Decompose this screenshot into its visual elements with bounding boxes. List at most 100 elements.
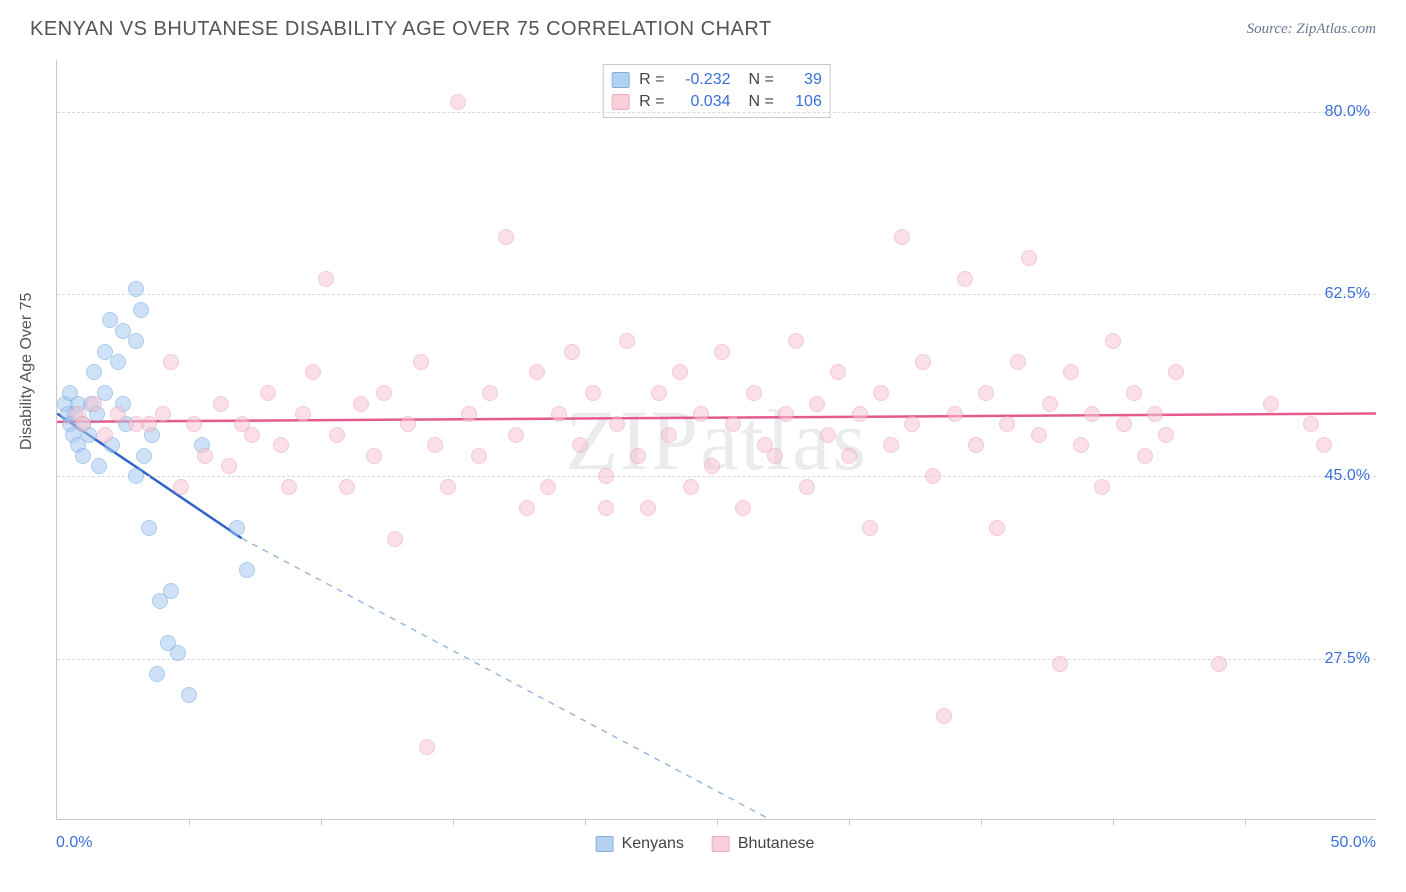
data-point [128,333,144,349]
data-point [1021,250,1037,266]
y-tick-label: 80.0% [1325,103,1370,121]
data-point [141,520,157,536]
data-point [413,354,429,370]
data-point [295,406,311,422]
data-point [989,520,1005,536]
data-point [693,406,709,422]
data-point [1316,437,1332,453]
data-point [735,500,751,516]
legend-label: Kenyans [622,835,684,853]
chart-title: KENYAN VS BHUTANESE DISABILITY AGE OVER … [30,18,772,41]
y-tick-label: 45.0% [1325,467,1370,485]
data-point [97,427,113,443]
data-point [173,479,189,495]
data-point [239,562,255,578]
data-point [387,531,403,547]
data-point [925,468,941,484]
data-point [540,479,556,495]
x-tick [1245,819,1246,825]
data-point [661,427,677,443]
swatch-icon [712,836,730,852]
data-point [197,448,213,464]
data-point [318,271,334,287]
data-point [1042,396,1058,412]
x-axis-min-label: 0.0% [56,834,92,852]
source-credit: Source: ZipAtlas.com [1247,21,1376,38]
data-point [427,437,443,453]
data-point [1010,354,1026,370]
gridline [57,294,1376,295]
gridline [57,476,1376,477]
data-point [968,437,984,453]
data-point [366,448,382,464]
data-point [572,437,588,453]
n-label: N = [749,91,774,113]
data-point [86,396,102,412]
r-value: 0.034 [673,91,731,113]
data-point [1116,416,1132,432]
data-point [672,364,688,380]
y-tick-label: 27.5% [1325,650,1370,668]
data-point [1105,333,1121,349]
data-point [767,448,783,464]
data-point [376,385,392,401]
data-point [186,416,202,432]
swatch-icon [596,836,614,852]
data-point [149,666,165,682]
data-point [999,416,1015,432]
data-point [564,344,580,360]
correlation-legend: R =-0.232N =39R =0.034N =106 [602,64,831,118]
data-point [947,406,963,422]
data-point [1126,385,1142,401]
data-point [1052,656,1068,672]
data-point [1168,364,1184,380]
data-point [260,385,276,401]
data-point [904,416,920,432]
data-point [598,468,614,484]
data-point [128,468,144,484]
data-point [461,406,477,422]
swatch-icon [611,94,629,110]
x-tick [981,819,982,825]
swatch-icon [611,72,629,88]
y-tick-label: 62.5% [1325,285,1370,303]
data-point [339,479,355,495]
data-point [915,354,931,370]
data-point [91,458,107,474]
data-point [181,687,197,703]
data-point [75,448,91,464]
correlation-row: R =-0.232N =39 [611,69,822,91]
correlation-row: R =0.034N =106 [611,91,822,113]
data-point [75,416,91,432]
data-point [640,500,656,516]
chart-area: Disability Age Over 75 ZIPatlas R =-0.23… [30,60,1380,850]
data-point [598,500,614,516]
data-point [883,437,899,453]
data-point [482,385,498,401]
x-tick [717,819,718,825]
data-point [86,364,102,380]
data-point [519,500,535,516]
data-point [1147,406,1163,422]
data-point [799,479,815,495]
plot-area: ZIPatlas R =-0.232N =39R =0.034N =106 80… [56,60,1376,820]
n-value: 106 [782,91,822,113]
data-point [978,385,994,401]
data-point [936,708,952,724]
data-point [841,448,857,464]
data-point [1084,406,1100,422]
data-point [651,385,667,401]
x-tick [189,819,190,825]
data-point [1303,416,1319,432]
data-point [471,448,487,464]
series-legend: Kenyans Bhutanese [596,835,815,853]
data-point [141,416,157,432]
legend-label: Bhutanese [738,835,815,853]
data-point [110,354,126,370]
data-point [957,271,973,287]
x-tick [1113,819,1114,825]
data-point [1031,427,1047,443]
data-point [450,94,466,110]
legend-item: Bhutanese [712,835,815,853]
data-point [630,448,646,464]
